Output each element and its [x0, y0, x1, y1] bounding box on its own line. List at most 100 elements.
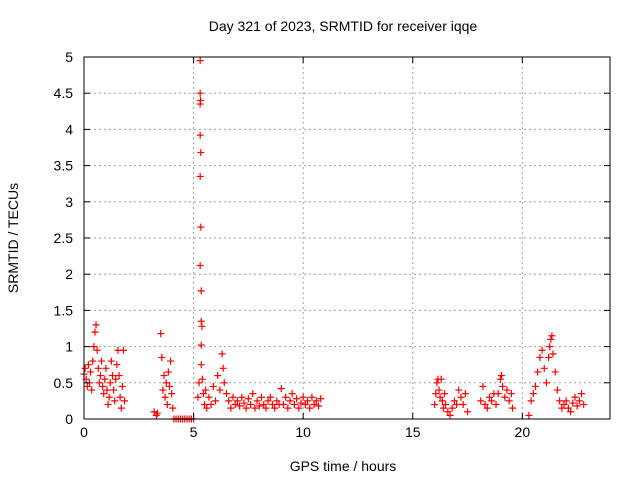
y-tick-label: 5 — [65, 49, 73, 65]
data-point — [216, 386, 224, 394]
y-tick-label: 4 — [65, 121, 73, 137]
data-point — [159, 386, 167, 394]
data-point — [507, 390, 515, 398]
data-point — [222, 390, 230, 398]
data-point — [102, 364, 110, 372]
y-tick-label: 4.5 — [54, 85, 74, 101]
data-point — [115, 372, 123, 380]
x-tick-label: 5 — [190, 424, 198, 440]
data-point — [483, 404, 491, 412]
data-point — [260, 401, 268, 409]
grid-lines — [84, 57, 610, 419]
data-point — [438, 397, 446, 405]
data-point — [118, 382, 126, 390]
data-point — [197, 96, 205, 104]
data-point — [432, 390, 440, 398]
data-point — [240, 399, 248, 407]
data-point — [312, 397, 320, 405]
data-point — [448, 404, 456, 412]
data-point — [433, 379, 441, 387]
data-point — [494, 390, 502, 398]
data-point — [201, 401, 209, 409]
data-point — [293, 395, 301, 403]
data-point — [569, 399, 577, 407]
data-point — [81, 364, 89, 372]
data-point — [284, 404, 292, 412]
data-point — [503, 386, 511, 394]
data-point — [220, 379, 228, 387]
data-point — [236, 402, 244, 410]
chart-title: Day 321 of 2023, SRMTID for receiver iqq… — [209, 18, 478, 34]
y-tick-label: 3.5 — [54, 158, 74, 174]
data-point — [301, 401, 309, 409]
data-point — [196, 57, 204, 65]
data-point — [538, 346, 546, 354]
data-point — [205, 393, 213, 401]
data-point — [229, 393, 237, 401]
data-point — [197, 341, 205, 349]
data-point — [169, 404, 177, 412]
y-tick-label: 1 — [65, 339, 73, 355]
x-tick-label: 0 — [80, 424, 88, 440]
data-point — [158, 353, 166, 361]
data-point — [165, 382, 173, 390]
data-point — [545, 353, 553, 361]
data-point — [119, 346, 127, 354]
data-point — [317, 395, 325, 403]
data-point — [219, 364, 227, 372]
data-point — [444, 408, 452, 416]
data-point — [112, 375, 120, 383]
data-point — [288, 390, 296, 398]
data-point — [479, 382, 487, 390]
data-point — [197, 287, 205, 295]
data-point — [279, 401, 287, 409]
x-tick-label: 20 — [515, 424, 531, 440]
data-point — [315, 402, 323, 410]
data-point — [88, 386, 96, 394]
data-point — [266, 393, 274, 401]
data-point — [197, 223, 205, 231]
data-point — [558, 404, 566, 412]
data-point — [164, 368, 172, 376]
y-tick-label: 0.5 — [54, 375, 74, 391]
y-tick-label: 2.5 — [54, 230, 74, 246]
data-point — [477, 397, 485, 405]
data-point — [564, 404, 572, 412]
data-point — [96, 372, 104, 380]
data-point — [150, 408, 158, 416]
data-point — [101, 375, 109, 383]
x-tick-label: 10 — [295, 424, 311, 440]
data-point — [84, 361, 92, 369]
data-point — [209, 382, 217, 390]
data-point — [556, 397, 564, 405]
y-tick-label: 2 — [65, 266, 73, 282]
data-point — [459, 401, 467, 409]
data-point — [249, 390, 257, 398]
data-point — [255, 402, 263, 410]
data-point — [573, 402, 581, 410]
data-point — [163, 401, 171, 409]
data-point — [431, 401, 439, 409]
x-axis-label: GPS time / hours — [290, 458, 397, 474]
data-point — [100, 390, 108, 398]
data-point — [106, 379, 114, 387]
data-point — [202, 386, 210, 394]
data-point — [562, 397, 570, 405]
data-point — [108, 372, 116, 380]
data-point — [455, 386, 463, 394]
data-point — [196, 172, 204, 180]
data-point — [95, 379, 103, 387]
data-point — [160, 372, 168, 380]
data-point — [580, 401, 588, 409]
data-point — [450, 397, 458, 405]
y-axis-label: SRMTID / TECUs — [5, 183, 21, 293]
data-point — [560, 401, 568, 409]
data-points — [80, 57, 588, 423]
data-point — [297, 399, 305, 407]
data-point — [262, 404, 270, 412]
data-point — [457, 393, 465, 401]
data-point — [548, 332, 556, 340]
data-point — [207, 401, 215, 409]
data-point — [496, 375, 504, 383]
